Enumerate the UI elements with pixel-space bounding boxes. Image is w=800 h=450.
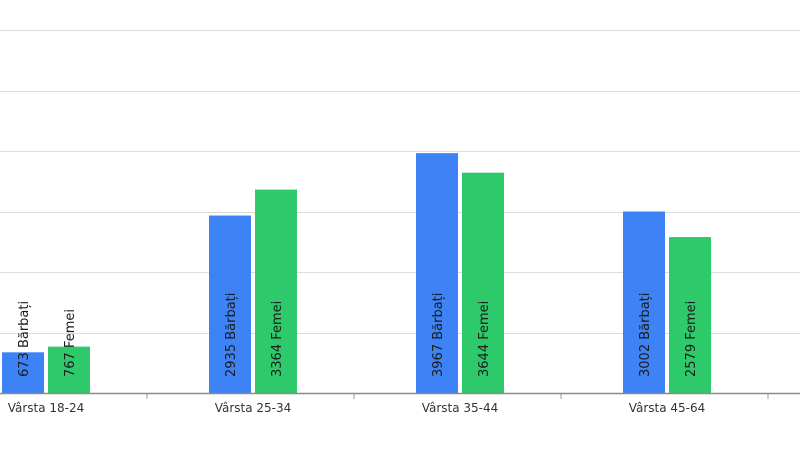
bar-label-barbati-2: 3967 Bărbați [431, 293, 446, 377]
bar-barbati-3[interactable] [623, 211, 665, 393]
bar-label-femei-0: 767 Femei [63, 309, 78, 377]
bar-barbati-2[interactable] [416, 153, 458, 393]
bar-labels: 673 Bărbați 767 Femei 2935 Bărbați 3364 Fem… [17, 293, 699, 377]
bar-barbati-1[interactable] [209, 215, 251, 393]
bar-femei-1[interactable] [255, 189, 297, 393]
x-tick-label-1: Vârsta 25-34 [215, 401, 292, 415]
bar-label-femei-2: 3644 Femei [477, 301, 492, 377]
bar-label-femei-1: 3364 Femei [270, 301, 285, 377]
x-tick-label-0: Vârsta 18-24 [8, 401, 85, 415]
bar-femei-3[interactable] [669, 237, 711, 393]
bar-femei-2[interactable] [462, 172, 504, 393]
bar-label-femei-3: 2579 Femei [684, 301, 699, 377]
bar-barbati-0[interactable] [2, 352, 44, 393]
x-tick-label-2: Vârsta 35-44 [422, 401, 499, 415]
bar-label-barbati-1: 2935 Bărbați [224, 293, 239, 377]
gridlines [0, 30, 800, 334]
x-tick-label-3: Vârsta 45-64 [629, 401, 706, 415]
bar-label-barbati-0: 673 Bărbați [17, 301, 32, 377]
x-axis: Vârsta 18-24 Vârsta 25-34 Vârsta 35-44 Vârs… [0, 392, 800, 415]
bar-femei-0[interactable] [48, 346, 90, 393]
bars [2, 153, 711, 393]
bar-label-barbati-3: 3002 Bărbați [638, 293, 653, 377]
